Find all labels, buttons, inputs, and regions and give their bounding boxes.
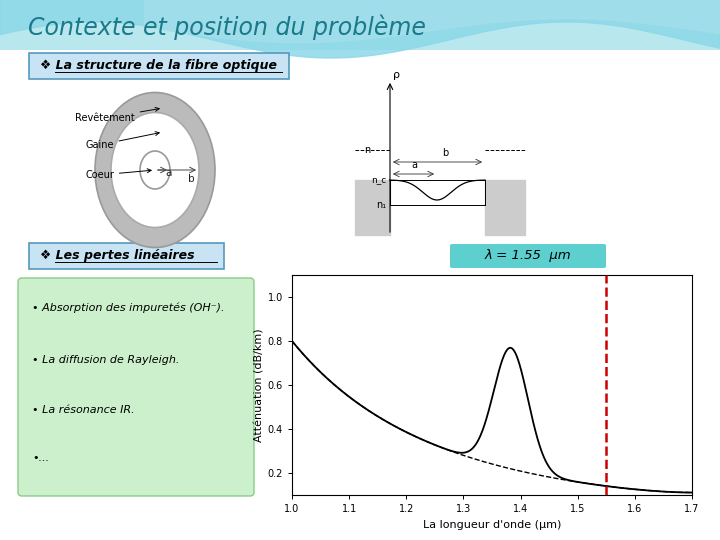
Ellipse shape xyxy=(140,151,170,189)
FancyBboxPatch shape xyxy=(0,0,720,50)
FancyBboxPatch shape xyxy=(29,53,289,79)
Text: Gaine: Gaine xyxy=(85,132,159,150)
Text: ρ: ρ xyxy=(393,70,400,80)
Text: n_c: n_c xyxy=(371,176,386,185)
Text: Contexte et position du problème: Contexte et position du problème xyxy=(28,14,426,40)
Text: • La résonance IR.: • La résonance IR. xyxy=(32,405,135,415)
FancyBboxPatch shape xyxy=(29,243,224,269)
Ellipse shape xyxy=(95,92,215,247)
Text: a: a xyxy=(411,160,417,170)
Text: n: n xyxy=(364,145,370,155)
Text: ❖ Les pertes linéaires: ❖ Les pertes linéaires xyxy=(40,249,194,262)
Text: b: b xyxy=(188,174,194,184)
Text: Coeur: Coeur xyxy=(85,169,151,180)
Text: n₁: n₁ xyxy=(376,200,386,210)
Text: • Absorption des impuretés (OH⁻).: • Absorption des impuretés (OH⁻). xyxy=(32,303,225,313)
FancyBboxPatch shape xyxy=(18,278,254,496)
Text: ❖ La structure de la fibre optique: ❖ La structure de la fibre optique xyxy=(40,59,277,72)
Text: λ = 1.55  μm: λ = 1.55 μm xyxy=(485,249,571,262)
X-axis label: La longueur d'onde (μm): La longueur d'onde (μm) xyxy=(423,519,561,530)
Text: •...: •... xyxy=(32,453,49,463)
Ellipse shape xyxy=(111,112,199,227)
Text: • La diffusion de Rayleigh.: • La diffusion de Rayleigh. xyxy=(32,355,179,365)
Text: Revêtement: Revêtement xyxy=(75,107,159,123)
Y-axis label: Atténuation (dB/km): Atténuation (dB/km) xyxy=(255,328,265,442)
Text: a: a xyxy=(165,168,171,178)
Text: b: b xyxy=(442,148,448,158)
FancyBboxPatch shape xyxy=(450,244,606,268)
